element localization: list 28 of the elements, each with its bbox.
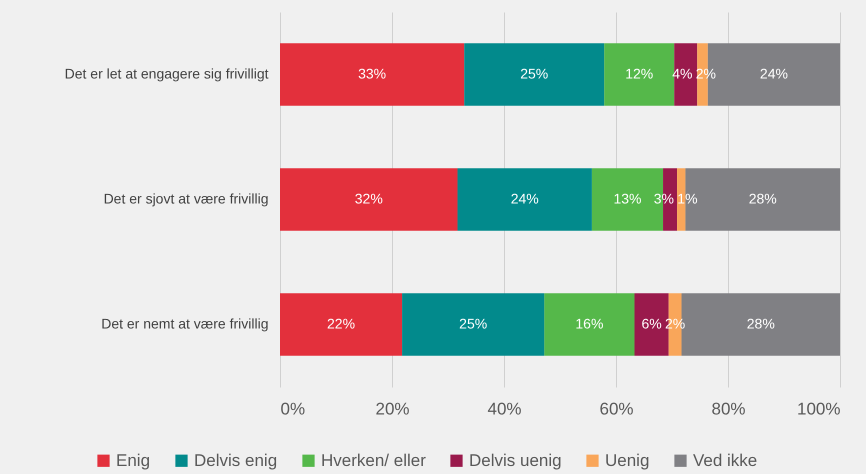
y-tick-label: Det er sjovt at være frivillig xyxy=(104,190,268,206)
y-tick-label: Det er let at engagere sig frivilligt xyxy=(64,66,269,82)
data-label: 16% xyxy=(575,316,604,332)
x-tick-label: 40% xyxy=(487,400,522,418)
data-label: 6% xyxy=(641,316,662,332)
y-tick-label: Det er nemt at være frivillig xyxy=(101,316,268,332)
data-label: 28% xyxy=(746,316,775,332)
x-tick-label: 0% xyxy=(280,400,306,418)
data-label: 24% xyxy=(760,66,788,82)
legend-label: Delvis uenig xyxy=(469,450,562,470)
legend-label: Ved ikke xyxy=(693,450,758,470)
data-label: 13% xyxy=(613,190,642,206)
x-tick-label: 80% xyxy=(711,400,746,418)
legend-label: Enig xyxy=(116,450,150,470)
data-label: 12% xyxy=(625,66,654,82)
legend-label: Delvis enig xyxy=(194,450,278,470)
legend-label: Hverken/ eller xyxy=(321,450,426,470)
data-label: 25% xyxy=(520,66,548,82)
x-tick-label: 20% xyxy=(375,400,410,418)
data-label: 24% xyxy=(510,190,539,206)
data-label: 25% xyxy=(459,316,488,332)
data-label: 28% xyxy=(748,190,777,206)
x-tick-label: 60% xyxy=(599,400,634,418)
data-label: 33% xyxy=(358,66,386,82)
data-label: 32% xyxy=(354,190,383,206)
legend-label: Uenig xyxy=(605,450,650,470)
x-tick-label: 100% xyxy=(797,400,840,418)
data-label: 22% xyxy=(327,316,356,332)
